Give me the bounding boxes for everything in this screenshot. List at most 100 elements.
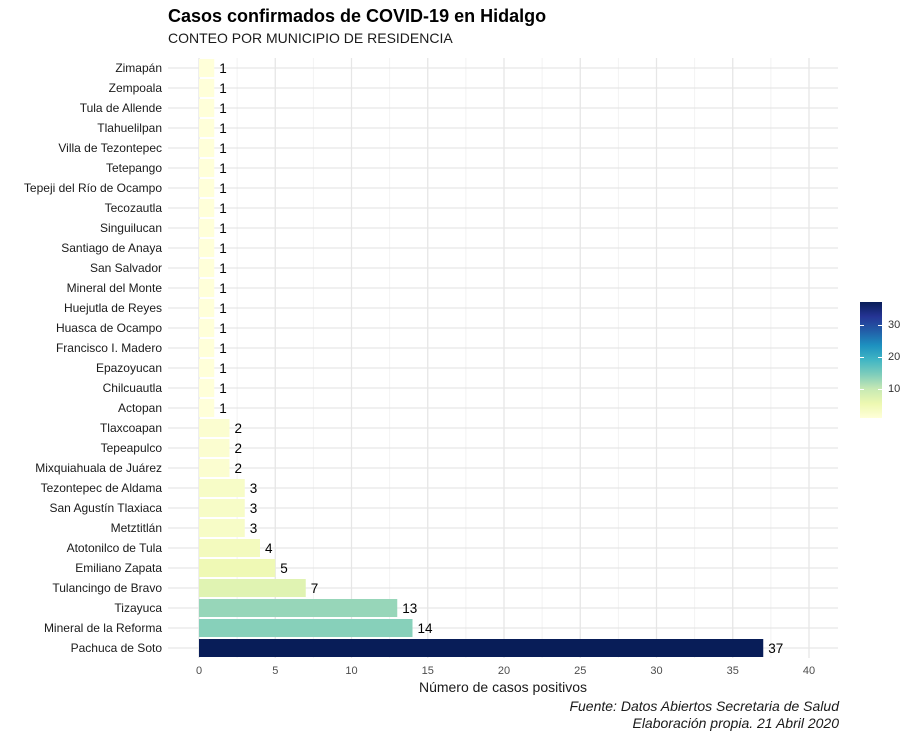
data-label: 4	[265, 541, 273, 556]
category-label: Tlaxcoapan	[100, 421, 162, 435]
color-legend: 10 20 30	[860, 302, 919, 418]
color-legend-gradient	[860, 302, 882, 418]
category-label: Tula de Allende	[80, 101, 163, 115]
category-label: Metztitlán	[111, 521, 162, 535]
bar-4	[199, 139, 215, 157]
x-tick-label: 20	[498, 665, 510, 677]
bar-26	[199, 579, 306, 597]
x-tick-label: 40	[803, 665, 815, 677]
x-tick-label: 10	[345, 665, 357, 677]
data-label: 1	[219, 341, 227, 356]
data-label: 1	[219, 281, 227, 296]
data-label: 2	[235, 441, 243, 456]
bar-16	[199, 379, 215, 397]
category-label: Santiago de Anaya	[61, 241, 162, 255]
data-label: 1	[219, 141, 227, 156]
bar-12	[199, 299, 215, 317]
data-label: 2	[235, 461, 243, 476]
bar-18	[199, 419, 230, 437]
legend-tick-label: 10	[888, 383, 901, 395]
chart-subtitle: CONTEO POR MUNICIPIO DE RESIDENCIA	[168, 30, 453, 46]
bar-19	[199, 439, 230, 457]
data-label: 1	[219, 221, 227, 236]
data-label: 1	[219, 121, 227, 136]
category-label: Tulancingo de Bravo	[52, 581, 162, 595]
bar-3	[199, 119, 215, 137]
bar-17	[199, 399, 215, 417]
category-label: Huasca de Ocampo	[56, 321, 162, 335]
category-label: Huejutla de Reyes	[64, 301, 162, 315]
bar-22	[199, 499, 245, 517]
data-label: 2	[235, 421, 243, 436]
x-tick-label: 30	[650, 665, 662, 677]
category-label: Mineral del Monte	[67, 281, 163, 295]
category-label: Actopan	[118, 401, 162, 415]
category-label: Francisco I. Madero	[56, 341, 162, 355]
category-label: Zempoala	[109, 81, 163, 95]
data-label: 1	[219, 401, 227, 416]
bar-9	[199, 239, 215, 257]
caption-source: Fuente: Datos Abiertos Secretaria de Sal…	[569, 698, 839, 714]
bar-28	[199, 619, 413, 637]
data-label: 13	[402, 601, 417, 616]
data-label: 1	[219, 101, 227, 116]
category-label: Tizayuca	[114, 601, 162, 615]
category-label: Tetepango	[106, 161, 162, 175]
data-label: 1	[219, 361, 227, 376]
bar-24	[199, 539, 260, 557]
bar-29	[199, 639, 764, 657]
data-label: 14	[418, 621, 434, 636]
bar-21	[199, 479, 245, 497]
data-label: 37	[768, 641, 783, 656]
bar-10	[199, 259, 215, 277]
bar-15	[199, 359, 215, 377]
category-label: Mineral de la Reforma	[44, 621, 162, 635]
bar-20	[199, 459, 230, 477]
category-label: Villa de Tezontepec	[58, 141, 162, 155]
category-label: Epazoyucan	[96, 361, 162, 375]
data-label: 5	[280, 561, 288, 576]
data-label: 1	[219, 381, 227, 396]
bar-23	[199, 519, 245, 537]
bar-8	[199, 219, 215, 237]
x-tick-label: 0	[196, 665, 202, 677]
x-tick-label: 5	[272, 665, 278, 677]
bar-7	[199, 199, 215, 217]
category-label: Atotonilco de Tula	[67, 541, 163, 555]
x-tick-label: 35	[727, 665, 739, 677]
data-label: 1	[219, 161, 227, 176]
bar-27	[199, 599, 398, 617]
category-label: Singuilucan	[100, 221, 162, 235]
data-label: 3	[250, 501, 258, 516]
category-label: Emiliano Zapata	[75, 561, 162, 575]
category-label: Chilcuautla	[103, 381, 163, 395]
data-label: 1	[219, 261, 227, 276]
bar-14	[199, 339, 215, 357]
bar-11	[199, 279, 215, 297]
legend-tick-mark	[878, 324, 882, 326]
data-label: 7	[311, 581, 319, 596]
data-label: 1	[219, 321, 227, 336]
legend-tick-mark	[860, 356, 864, 358]
legend-tick-label: 30	[888, 318, 901, 331]
bar-1	[199, 79, 215, 97]
bar-13	[199, 319, 215, 337]
data-label: 1	[219, 201, 227, 216]
data-label: 3	[250, 481, 258, 496]
category-label: Tepeji del Río de Ocampo	[24, 181, 162, 195]
bar-2	[199, 99, 215, 117]
bar-25	[199, 559, 276, 577]
category-label: San Agustín Tlaxiaca	[49, 501, 162, 515]
category-label: Tlahuelilpan	[97, 121, 162, 135]
legend-tick-mark	[878, 356, 882, 358]
category-label: Zimapán	[115, 61, 162, 75]
caption-credit: Elaboración propia. 21 Abril 2020	[632, 715, 839, 731]
legend-tick-label: 20	[888, 350, 901, 363]
category-label: Pachuca de Soto	[71, 641, 163, 655]
category-label: Tepeapulco	[101, 441, 163, 455]
data-label: 1	[219, 61, 227, 76]
legend-tick-mark	[860, 389, 864, 390]
bar-0	[199, 59, 215, 77]
data-label: 1	[219, 81, 227, 96]
